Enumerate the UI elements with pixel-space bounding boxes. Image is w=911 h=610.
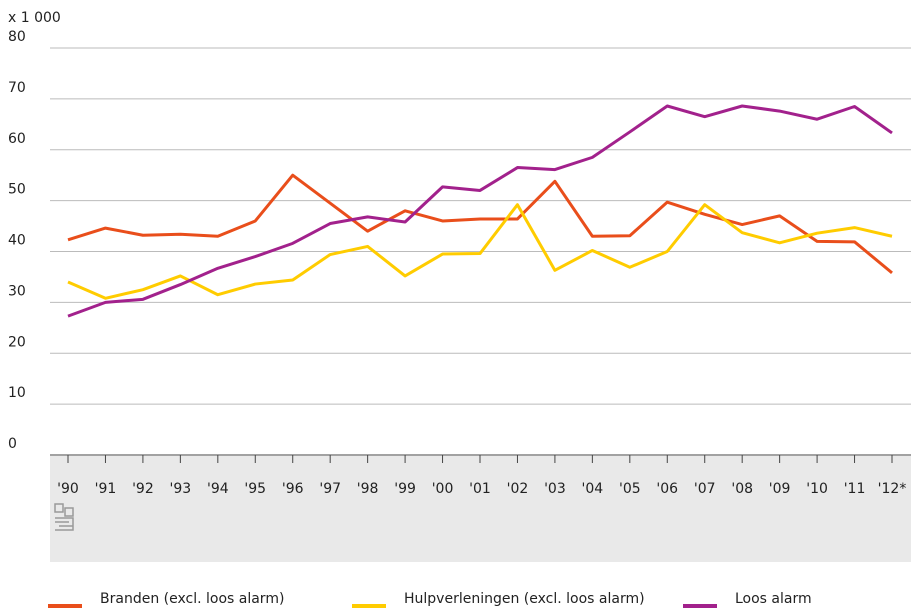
- x-tick-label: '92: [132, 481, 154, 497]
- x-tick-label: '96: [282, 481, 304, 497]
- y-tick-label: 60: [8, 131, 26, 147]
- x-tick-label: '95: [244, 481, 266, 497]
- y-tick-label: 50: [8, 182, 26, 198]
- x-tick-label: '12*: [878, 481, 907, 497]
- y-tick-label: 40: [8, 233, 26, 249]
- y-tick-label: 10: [8, 385, 26, 401]
- x-tick-label: '98: [357, 481, 379, 497]
- legend-label: Branden (excl. loos alarm): [100, 591, 284, 607]
- y-tick-label: 20: [8, 334, 26, 350]
- footer-band: [50, 456, 911, 562]
- x-tick-label: '09: [769, 481, 791, 497]
- x-tick-label: '90: [57, 481, 79, 497]
- y-tick-label: 70: [8, 80, 26, 96]
- x-tick-label: '05: [619, 481, 641, 497]
- x-tick-label: '94: [207, 481, 229, 497]
- series-line: [67, 203, 893, 300]
- x-tick-label: '00: [432, 481, 454, 497]
- x-tick-label: '07: [694, 481, 716, 497]
- y-tick-label: 80: [8, 29, 26, 45]
- legend-label: Hulpverleningen (excl. loos alarm): [404, 591, 645, 607]
- x-tick-label: '02: [507, 481, 529, 497]
- y-tick-label: 30: [8, 283, 26, 299]
- x-tick-label: '06: [656, 481, 678, 497]
- y-axis-unit: x 1 000: [8, 10, 61, 26]
- x-tick-label: '08: [731, 481, 753, 497]
- legend-label: Loos alarm: [735, 591, 812, 607]
- x-tick-label: '91: [95, 481, 117, 497]
- series-line: [67, 173, 893, 275]
- x-tick-label: '97: [319, 481, 341, 497]
- x-tick-label: '01: [469, 481, 491, 497]
- cbs-logo: [54, 503, 74, 531]
- x-tick-label: '04: [582, 481, 604, 497]
- x-tick-label: '99: [394, 481, 416, 497]
- x-tick-label: '03: [544, 481, 566, 497]
- series-line: [67, 104, 893, 318]
- x-tick-label: '93: [170, 481, 192, 497]
- y-tick-label: 0: [8, 436, 17, 452]
- x-tick-label: '11: [844, 481, 866, 497]
- x-tick-label: '10: [806, 481, 828, 497]
